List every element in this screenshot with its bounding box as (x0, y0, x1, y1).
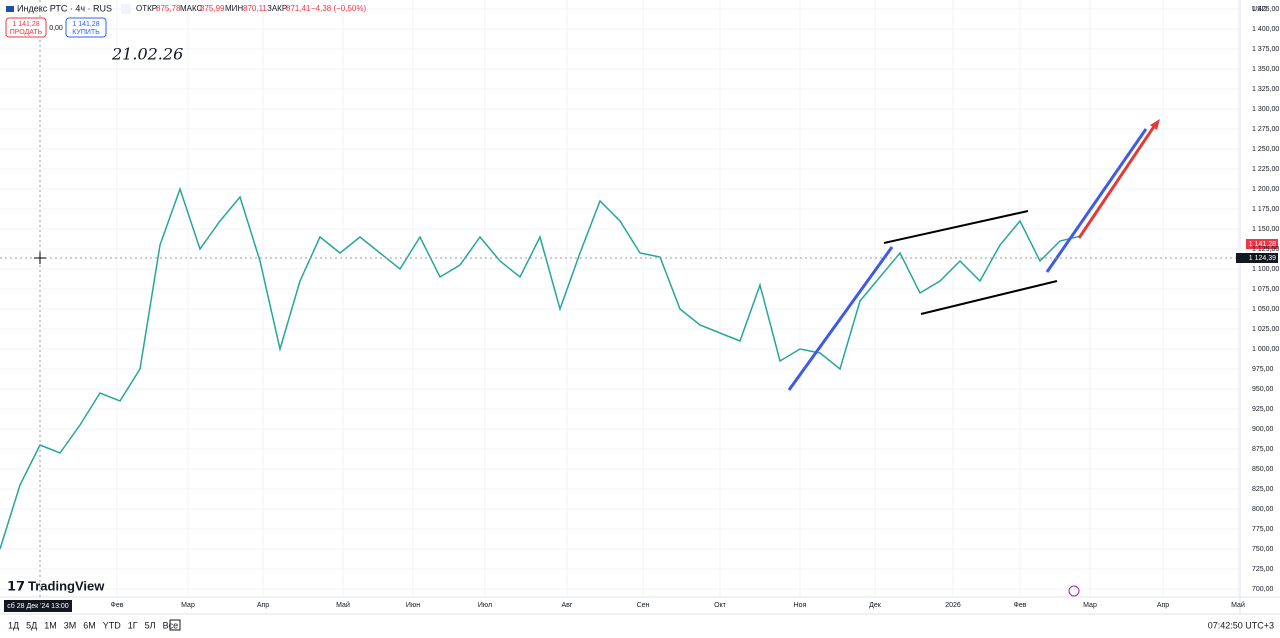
crosshair-time: сб 28 Дек '24 13:00 (7, 602, 69, 610)
change: −4,38 (−0,50%) (311, 4, 366, 13)
y-tick-label: 775,00 (1252, 526, 1274, 533)
y-tick-label: 1 350,00 (1252, 66, 1279, 73)
plot (0, 186, 1081, 550)
y-tick-label: 1 375,00 (1252, 46, 1279, 53)
y-tick-label: 1 275,00 (1252, 126, 1279, 133)
x-tick-label: Ноя (794, 602, 807, 609)
y-tick-label: 1 400,00 (1252, 26, 1279, 33)
x-tick-label: Июл (478, 602, 492, 609)
x-tick-label: Апр (1157, 602, 1169, 609)
buy-button[interactable] (65, 17, 107, 38)
x-tick-label: Мар (1083, 602, 1097, 609)
x-tick-label: Апр (257, 602, 269, 609)
channel-line (883, 210, 1029, 244)
annotation: 21.02.26 (111, 45, 183, 64)
open-value: 875,78 (156, 4, 181, 13)
range-button[interactable]: 5Л (145, 620, 156, 630)
y-tick-label: 825,00 (1252, 486, 1274, 493)
y-tick-label: 850,00 (1252, 466, 1274, 473)
sell-label: ПРОДАТЬ (10, 29, 43, 36)
y-tick-label: 1 000,00 (1252, 346, 1279, 353)
y-tick-label: 750,00 (1252, 546, 1274, 553)
arrow-head (1150, 119, 1160, 130)
y-tick-label: 1 075,00 (1252, 286, 1279, 293)
range-button[interactable]: 1М (44, 620, 57, 630)
y-tick-label: 1 025,00 (1252, 326, 1279, 333)
y-tick-label: 1 250,00 (1252, 146, 1279, 153)
clock: 07:42:50 UTC+3 (1208, 620, 1274, 630)
close-label: ЗАКР (267, 4, 287, 13)
spread: 0,00 (49, 25, 63, 32)
cursor-price-tag (1236, 253, 1278, 263)
buy-price: 1 141,28 (72, 21, 99, 28)
y-tick-label: 975,00 (1252, 366, 1274, 373)
range-button[interactable]: 6М (83, 620, 96, 630)
y-tick-label: 1 225,00 (1252, 166, 1279, 173)
sell-button[interactable] (5, 17, 47, 38)
x-tick-label: Авг (562, 602, 573, 609)
range-buttons: 1Д 5Д 1М 3М 6М YTD 1Г 5Л Все (8, 620, 178, 630)
currency: USD (1252, 6, 1267, 13)
x-tick-label: 2026 (945, 602, 961, 609)
flag (6, 6, 14, 12)
high-label: МАКС (180, 4, 203, 13)
y-tick-label: 1 175,00 (1252, 206, 1279, 213)
y-tick-label: 1 425,00 (1252, 6, 1279, 13)
y-tick-label: 1 325,00 (1252, 86, 1279, 93)
range-button[interactable]: 5Д (26, 620, 37, 630)
x-tick-label: Дек (869, 602, 882, 609)
y-tick-label: 925,00 (1252, 406, 1274, 413)
x-tick-label: Фев (1014, 602, 1027, 609)
y-tick-label: 950,00 (1252, 386, 1274, 393)
range-button[interactable]: YTD (103, 620, 122, 630)
y-tick-label: 725,00 (1252, 566, 1274, 573)
low-value: 870,11 (243, 4, 267, 13)
channel-line (920, 280, 1058, 315)
y-tick-label: 1 100,00 (1252, 266, 1279, 273)
open-label: ОТКР (136, 4, 157, 13)
buy-label: КУПИТЬ (72, 29, 100, 36)
x-tick-label: Окт (714, 602, 727, 609)
x-tick-label: Сен (637, 602, 650, 609)
x-tick-label: Июн (406, 602, 420, 609)
range-button[interactable]: 1Г (128, 620, 138, 630)
low-label: МИН (225, 4, 243, 13)
price-line (0, 186, 1081, 550)
high-value: 875,99 (200, 4, 225, 13)
trend-line (1045, 128, 1148, 273)
y-tick-label: 700,00 (1252, 586, 1274, 593)
date-range-icon[interactable] (169, 619, 181, 631)
last-price-tag (1246, 239, 1278, 249)
arrow-line (1077, 124, 1157, 239)
x-tick-label: Фев (111, 602, 124, 609)
x-tick-label: Май (1231, 601, 1245, 609)
trend-line (787, 246, 894, 391)
range-button[interactable]: 1Д (8, 620, 19, 630)
crosshair-cursor (34, 252, 46, 264)
close-value: 871,41 (286, 4, 311, 13)
y-tick-label: 1 050,00 (1252, 306, 1279, 313)
x-tick-label: Мар (181, 602, 195, 609)
y-tick-label: 1 300,00 (1252, 106, 1279, 113)
logo-mark: 𝟭𝟳 (7, 578, 25, 593)
y-tick-label: 1 125,00 (1252, 246, 1279, 253)
logo: TradingView (28, 578, 105, 593)
cursor-price: 1 124,39 (1249, 255, 1276, 262)
compare-button[interactable] (121, 4, 131, 14)
grid (0, 0, 1240, 597)
y-tick-label: 900,00 (1252, 426, 1274, 433)
event-icon[interactable] (1068, 585, 1080, 597)
y-tick-label: 875,00 (1252, 446, 1274, 453)
last-price: 1 141,28 (1249, 241, 1276, 248)
y-tick-label: 1 200,00 (1252, 186, 1279, 193)
x-tick-label: Май (336, 601, 350, 609)
range-button[interactable]: 3М (64, 620, 77, 630)
sell-price: 1 141,28 (12, 21, 39, 28)
y-tick-label: 800,00 (1252, 506, 1274, 513)
y-tick-label: 1 150,00 (1252, 226, 1279, 233)
symbol: Индекс РТС · 4ч · RUS (17, 3, 112, 13)
crosshair-time-tag (4, 600, 72, 612)
